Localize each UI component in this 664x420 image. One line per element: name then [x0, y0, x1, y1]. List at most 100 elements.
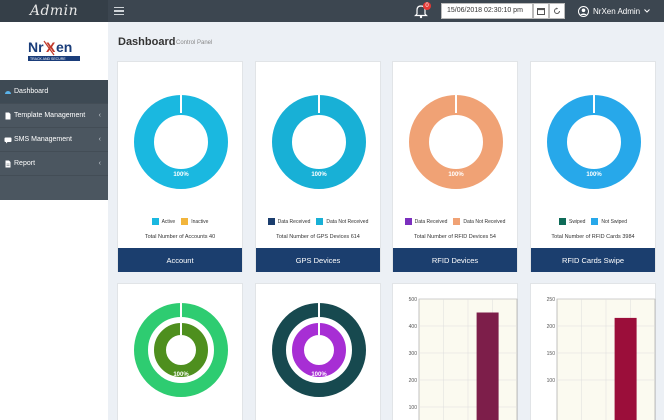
legend-swatch — [181, 218, 189, 225]
y-tick-label: 400 — [409, 324, 418, 330]
datetime-field[interactable]: 15/06/2018 02:30:10 pm — [441, 3, 533, 19]
chart-legend: Active Inactive — [118, 218, 242, 225]
legend-item[interactable]: Not Swiped — [591, 218, 627, 225]
refresh-icon — [554, 7, 560, 14]
bar — [476, 312, 499, 420]
y-tick-label: 100 — [409, 405, 418, 411]
rfid-cards-swipe-card: 100% Swiped Not Swiped Total Number of R… — [530, 61, 656, 272]
legend-swatch — [591, 218, 599, 225]
account-button[interactable]: Account — [118, 248, 242, 272]
chevron-left-icon: ‹ — [98, 160, 101, 167]
donut-ring — [409, 95, 503, 189]
y-tick-label: 150 — [547, 351, 556, 357]
bell-icon[interactable] — [412, 3, 430, 19]
legend-swatch — [151, 218, 159, 225]
brand-title: Admin — [29, 3, 79, 19]
user-menu[interactable]: NrXen Admin — [578, 3, 650, 19]
legend-item[interactable]: Inactive — [181, 218, 208, 225]
sidebar: Dashboard Template Management ‹ SMS Mana… — [0, 80, 108, 200]
chevron-left-icon: ‹ — [98, 112, 101, 119]
nrxen-logo-icon: Nr X en TRACK AND SECURE — [28, 39, 80, 61]
rfid-cards-donut-chart: 100% — [547, 94, 641, 189]
donut-ring — [272, 95, 366, 189]
legend-item[interactable]: Active — [151, 218, 175, 225]
y-tick-label: 200 — [409, 378, 418, 384]
sidebar-item-sms-management[interactable]: SMS Management ‹ — [0, 128, 108, 152]
gps-devices-button[interactable]: GPS Devices — [256, 248, 380, 272]
donut-card-5: 100% — [117, 283, 243, 420]
bar-chart-1: 100 200 300 400 500 — [409, 297, 518, 420]
svg-text:X: X — [46, 39, 56, 55]
user-name: NrXen Admin — [593, 6, 641, 16]
legend-item[interactable]: Data Not Received — [453, 218, 505, 225]
bar-chart-2: 100 150 200 250 — [547, 297, 656, 420]
report-icon — [5, 160, 11, 167]
chart-legend: Data Received Data Not Received — [256, 218, 380, 225]
donut-inner-ring — [154, 323, 208, 377]
chart-legend: Swiped Not Swiped — [531, 218, 655, 225]
sidebar-toggle-button[interactable] — [108, 0, 128, 22]
gps-donut-chart: 100% — [272, 94, 366, 189]
donut-percent-label: 100% — [311, 372, 327, 378]
donut-percent-label: 100% — [586, 172, 602, 178]
rfid-devices-button[interactable]: RFID Devices — [393, 248, 517, 272]
nested-donut-chart-1: 100% — [134, 302, 228, 397]
calendar-button[interactable] — [533, 3, 549, 19]
donut-inner-ring — [292, 323, 346, 377]
company-logo: Nr X en TRACK AND SECURE — [0, 22, 108, 80]
donut-percent-label: 100% — [311, 172, 327, 178]
account-donut-chart: 100% — [134, 94, 228, 189]
legend-swatch — [404, 218, 412, 225]
dashboard-icon — [5, 90, 11, 94]
svg-text:TRACK AND SECURE: TRACK AND SECURE — [30, 57, 66, 61]
legend-swatch — [453, 218, 461, 225]
donut-percent-label: 100% — [173, 172, 189, 178]
legend-swatch — [316, 218, 324, 225]
sidebar-item-report[interactable]: Report ‹ — [0, 152, 108, 176]
legend-item[interactable]: Data Received — [267, 218, 310, 225]
svg-text:Nr: Nr — [28, 39, 44, 55]
legend-swatch — [559, 218, 566, 225]
account-card: 100% Active Inactive Total Number of Acc… — [117, 61, 243, 272]
bar-chart-card-1: 100 200 300 400 500 — [392, 283, 518, 420]
legend-item[interactable]: Data Received — [404, 218, 447, 225]
chevron-left-icon: ‹ — [98, 136, 101, 143]
bar — [614, 317, 637, 420]
rfid-cards-swipe-button[interactable]: RFID Cards Swipe — [531, 248, 655, 272]
donut-ring — [134, 95, 228, 189]
chart-legend: Data Received Data Not Received — [393, 218, 517, 225]
y-tick-label: 250 — [547, 297, 556, 303]
sidebar-empty-area — [0, 200, 108, 420]
sidebar-item-template-management[interactable]: Template Management ‹ — [0, 104, 108, 128]
sidebar-item-label: Dashboard — [14, 88, 49, 95]
y-tick-label: 100 — [547, 378, 556, 384]
total-count-text: Total Number of RFID Devices 54 — [414, 234, 496, 240]
nested-donut-chart-2: 100% — [272, 302, 366, 397]
y-tick-label: 500 — [409, 297, 418, 303]
sidebar-item-label: Report — [14, 160, 36, 167]
total-count-text: Total Number of RFID Cards 3984 — [551, 234, 635, 240]
donut-percent-label: 100% — [173, 372, 189, 378]
file-icon — [5, 112, 11, 119]
gps-devices-card: 100% Data Received Data Not Received Tot… — [255, 61, 381, 272]
user-avatar-icon — [578, 5, 589, 17]
y-tick-label: 300 — [409, 351, 418, 357]
donut-card-6: 100% — [255, 283, 381, 420]
page-subtitle: Control Panel — [176, 40, 213, 46]
refresh-button[interactable] — [549, 3, 565, 19]
sidebar-item-label: SMS Management — [14, 136, 72, 143]
sidebar-item-dashboard[interactable]: Dashboard — [0, 80, 108, 104]
legend-item[interactable]: Swiped — [559, 218, 585, 225]
svg-text:en: en — [56, 39, 72, 55]
donut-percent-label: 100% — [448, 172, 464, 178]
legend-item[interactable]: Data Not Received — [316, 218, 368, 225]
chevron-down-icon — [644, 9, 650, 13]
y-tick-label: 200 — [547, 324, 556, 330]
legend-swatch — [267, 218, 275, 225]
sidebar-item-label: Template Management — [14, 112, 86, 119]
total-count-text: Total Number of GPS Devices 614 — [276, 234, 360, 240]
bar-chart-card-2: 100 150 200 250 — [530, 283, 656, 420]
page-title: Dashboard — [118, 36, 176, 48]
brand-logo[interactable]: Admin — [0, 0, 108, 22]
notification-badge: 0 — [423, 2, 431, 10]
